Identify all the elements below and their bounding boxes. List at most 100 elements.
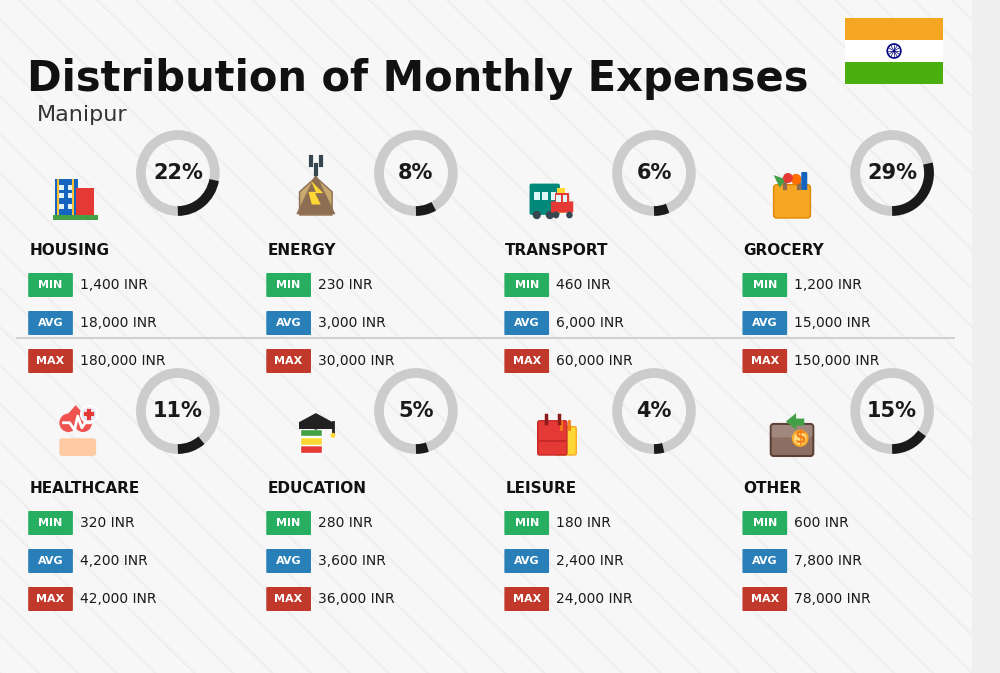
Circle shape	[546, 211, 554, 219]
Text: MIN: MIN	[276, 518, 301, 528]
Polygon shape	[296, 174, 335, 214]
Text: MIN: MIN	[276, 280, 301, 290]
Text: MAX: MAX	[751, 356, 779, 366]
FancyBboxPatch shape	[551, 201, 573, 213]
Circle shape	[74, 413, 92, 432]
Text: MIN: MIN	[515, 280, 539, 290]
Text: 15,000 INR: 15,000 INR	[794, 316, 871, 330]
FancyBboxPatch shape	[58, 185, 64, 190]
Text: TRANSPORT: TRANSPORT	[505, 243, 609, 258]
FancyBboxPatch shape	[72, 179, 74, 215]
FancyBboxPatch shape	[300, 446, 322, 453]
Polygon shape	[786, 413, 804, 430]
FancyBboxPatch shape	[300, 429, 322, 436]
Text: 3,600 INR: 3,600 INR	[318, 554, 386, 568]
FancyBboxPatch shape	[68, 204, 73, 209]
FancyBboxPatch shape	[59, 438, 96, 456]
FancyBboxPatch shape	[742, 587, 787, 611]
Text: MIN: MIN	[753, 518, 777, 528]
FancyBboxPatch shape	[266, 311, 311, 335]
FancyBboxPatch shape	[68, 193, 73, 199]
Text: AVG: AVG	[514, 556, 540, 566]
FancyBboxPatch shape	[28, 511, 73, 535]
FancyBboxPatch shape	[299, 421, 333, 429]
Text: MIN: MIN	[753, 280, 777, 290]
Text: AVG: AVG	[752, 556, 778, 566]
Text: MIN: MIN	[38, 280, 63, 290]
Text: EDUCATION: EDUCATION	[267, 481, 366, 496]
Text: 6,000 INR: 6,000 INR	[556, 316, 624, 330]
FancyBboxPatch shape	[266, 549, 311, 573]
FancyBboxPatch shape	[504, 587, 549, 611]
FancyBboxPatch shape	[774, 184, 810, 218]
Circle shape	[793, 431, 808, 446]
Polygon shape	[308, 180, 323, 205]
Text: AVG: AVG	[514, 318, 540, 328]
Text: 78,000 INR: 78,000 INR	[794, 592, 871, 606]
FancyBboxPatch shape	[266, 587, 311, 611]
FancyBboxPatch shape	[742, 511, 787, 535]
Text: 22%: 22%	[153, 163, 203, 183]
FancyBboxPatch shape	[68, 185, 73, 190]
FancyBboxPatch shape	[742, 349, 787, 373]
FancyBboxPatch shape	[530, 184, 560, 215]
FancyBboxPatch shape	[845, 62, 943, 84]
Text: MIN: MIN	[38, 518, 63, 528]
Text: 460 INR: 460 INR	[556, 278, 611, 292]
Text: 5%: 5%	[398, 401, 434, 421]
Text: GROCERY: GROCERY	[743, 243, 824, 258]
FancyBboxPatch shape	[551, 192, 556, 201]
Text: AVG: AVG	[276, 318, 301, 328]
Circle shape	[566, 211, 573, 218]
FancyBboxPatch shape	[300, 437, 322, 445]
FancyBboxPatch shape	[845, 40, 943, 62]
FancyBboxPatch shape	[57, 179, 59, 215]
Text: MAX: MAX	[513, 356, 541, 366]
FancyBboxPatch shape	[53, 215, 98, 220]
Text: AVG: AVG	[276, 556, 301, 566]
Text: 36,000 INR: 36,000 INR	[318, 592, 394, 606]
Circle shape	[331, 433, 335, 438]
Text: 6%: 6%	[636, 163, 672, 183]
Polygon shape	[300, 177, 332, 215]
Text: 3,000 INR: 3,000 INR	[318, 316, 386, 330]
Text: 11%: 11%	[153, 401, 203, 421]
Text: HEALTHCARE: HEALTHCARE	[29, 481, 139, 496]
Text: 15%: 15%	[867, 401, 917, 421]
Text: 2,400 INR: 2,400 INR	[556, 554, 624, 568]
Text: LEISURE: LEISURE	[505, 481, 576, 496]
Polygon shape	[299, 413, 333, 430]
Text: 1,400 INR: 1,400 INR	[80, 278, 148, 292]
Circle shape	[791, 174, 801, 185]
FancyBboxPatch shape	[742, 311, 787, 335]
FancyBboxPatch shape	[772, 425, 812, 437]
Text: 42,000 INR: 42,000 INR	[80, 592, 156, 606]
Text: 18,000 INR: 18,000 INR	[80, 316, 156, 330]
Text: 180,000 INR: 180,000 INR	[80, 354, 165, 368]
FancyBboxPatch shape	[504, 511, 549, 535]
Circle shape	[783, 173, 793, 183]
FancyBboxPatch shape	[504, 311, 549, 335]
FancyBboxPatch shape	[266, 511, 311, 535]
Text: Manipur: Manipur	[37, 105, 128, 125]
FancyBboxPatch shape	[542, 192, 548, 201]
Text: 4,200 INR: 4,200 INR	[80, 554, 147, 568]
FancyBboxPatch shape	[266, 349, 311, 373]
Text: 8%: 8%	[398, 163, 434, 183]
FancyBboxPatch shape	[771, 424, 813, 456]
FancyBboxPatch shape	[28, 273, 73, 297]
Text: 600 INR: 600 INR	[794, 516, 849, 530]
FancyBboxPatch shape	[76, 188, 94, 215]
Text: 29%: 29%	[867, 163, 917, 183]
FancyBboxPatch shape	[58, 193, 64, 199]
Text: 150,000 INR: 150,000 INR	[794, 354, 879, 368]
Text: 180 INR: 180 INR	[556, 516, 611, 530]
Text: MAX: MAX	[274, 356, 303, 366]
FancyBboxPatch shape	[28, 587, 73, 611]
Text: ENERGY: ENERGY	[267, 243, 336, 258]
Text: MIN: MIN	[515, 518, 539, 528]
FancyBboxPatch shape	[557, 188, 565, 213]
FancyBboxPatch shape	[58, 204, 64, 209]
Polygon shape	[60, 405, 91, 423]
Text: MAX: MAX	[274, 594, 303, 604]
